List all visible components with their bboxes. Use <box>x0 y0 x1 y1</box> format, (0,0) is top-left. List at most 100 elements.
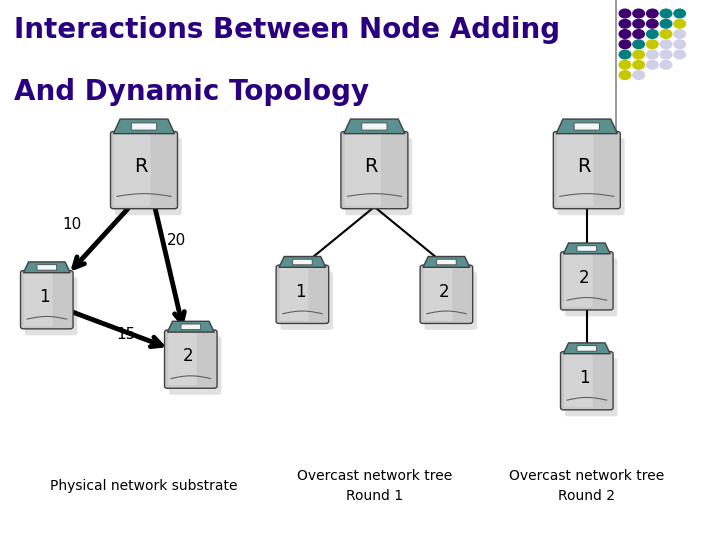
Text: 10: 10 <box>63 217 81 232</box>
FancyBboxPatch shape <box>462 267 469 321</box>
FancyBboxPatch shape <box>606 133 618 206</box>
FancyBboxPatch shape <box>111 131 177 208</box>
Circle shape <box>647 40 658 49</box>
FancyBboxPatch shape <box>563 403 610 408</box>
Circle shape <box>633 71 644 79</box>
FancyBboxPatch shape <box>577 246 597 251</box>
FancyBboxPatch shape <box>115 138 181 215</box>
FancyBboxPatch shape <box>114 201 174 206</box>
FancyBboxPatch shape <box>345 134 381 206</box>
Text: 1: 1 <box>39 288 50 306</box>
FancyBboxPatch shape <box>168 336 222 395</box>
Circle shape <box>674 50 685 59</box>
Circle shape <box>619 40 631 49</box>
FancyBboxPatch shape <box>114 134 150 206</box>
Text: 1: 1 <box>294 282 305 301</box>
Polygon shape <box>563 243 610 254</box>
FancyBboxPatch shape <box>279 317 326 321</box>
Circle shape <box>619 50 631 59</box>
FancyBboxPatch shape <box>565 258 618 316</box>
FancyBboxPatch shape <box>181 324 201 329</box>
FancyBboxPatch shape <box>557 138 624 215</box>
Text: 1: 1 <box>579 369 590 387</box>
FancyBboxPatch shape <box>23 322 71 327</box>
FancyBboxPatch shape <box>168 333 197 386</box>
Circle shape <box>660 60 672 69</box>
FancyBboxPatch shape <box>553 131 621 208</box>
FancyBboxPatch shape <box>560 252 613 310</box>
FancyBboxPatch shape <box>563 303 610 308</box>
Circle shape <box>674 30 685 38</box>
FancyBboxPatch shape <box>557 134 593 206</box>
FancyBboxPatch shape <box>344 201 405 206</box>
Circle shape <box>647 19 658 28</box>
FancyBboxPatch shape <box>423 268 452 321</box>
FancyBboxPatch shape <box>318 267 325 321</box>
FancyBboxPatch shape <box>577 346 597 351</box>
Circle shape <box>633 60 644 69</box>
FancyBboxPatch shape <box>420 265 473 323</box>
Circle shape <box>674 9 685 18</box>
Text: And Dynamic Topology: And Dynamic Topology <box>14 78 369 106</box>
Circle shape <box>674 40 685 49</box>
Text: 2: 2 <box>579 269 590 287</box>
FancyBboxPatch shape <box>281 272 333 330</box>
FancyBboxPatch shape <box>24 277 78 335</box>
FancyBboxPatch shape <box>574 123 600 130</box>
FancyBboxPatch shape <box>163 133 175 206</box>
Text: R: R <box>364 157 378 176</box>
Circle shape <box>633 30 644 38</box>
FancyBboxPatch shape <box>564 254 593 307</box>
FancyBboxPatch shape <box>206 332 215 386</box>
Polygon shape <box>114 119 175 133</box>
Polygon shape <box>556 119 618 133</box>
FancyBboxPatch shape <box>425 272 477 330</box>
Text: 15: 15 <box>117 327 135 342</box>
Circle shape <box>633 9 644 18</box>
Circle shape <box>619 60 631 69</box>
FancyBboxPatch shape <box>602 354 610 408</box>
Circle shape <box>660 9 672 18</box>
Circle shape <box>619 30 631 38</box>
FancyBboxPatch shape <box>436 259 456 265</box>
Text: Overcast network tree
Round 1: Overcast network tree Round 1 <box>297 469 452 503</box>
FancyBboxPatch shape <box>131 123 157 130</box>
Text: R: R <box>577 157 590 176</box>
FancyBboxPatch shape <box>565 358 618 416</box>
FancyBboxPatch shape <box>37 265 57 270</box>
FancyBboxPatch shape <box>24 273 53 326</box>
Text: 2: 2 <box>438 282 449 301</box>
Circle shape <box>619 19 631 28</box>
FancyBboxPatch shape <box>564 354 593 407</box>
FancyBboxPatch shape <box>341 131 408 208</box>
FancyBboxPatch shape <box>560 352 613 410</box>
Circle shape <box>647 50 658 59</box>
Polygon shape <box>423 256 469 267</box>
Circle shape <box>660 30 672 38</box>
Circle shape <box>647 30 658 38</box>
Circle shape <box>674 19 685 28</box>
Polygon shape <box>279 256 325 267</box>
Text: Interactions Between Node Adding: Interactions Between Node Adding <box>14 16 561 44</box>
FancyBboxPatch shape <box>602 254 610 308</box>
Circle shape <box>660 19 672 28</box>
FancyBboxPatch shape <box>394 133 405 206</box>
Circle shape <box>660 40 672 49</box>
Polygon shape <box>167 321 215 332</box>
Circle shape <box>633 50 644 59</box>
Polygon shape <box>344 119 405 133</box>
Circle shape <box>619 9 631 18</box>
FancyBboxPatch shape <box>62 273 71 327</box>
FancyBboxPatch shape <box>346 138 412 215</box>
Text: R: R <box>134 157 148 176</box>
Text: 2: 2 <box>183 347 194 366</box>
FancyBboxPatch shape <box>165 330 217 388</box>
Polygon shape <box>563 343 610 354</box>
FancyBboxPatch shape <box>556 201 618 206</box>
Text: 20: 20 <box>167 233 186 248</box>
Polygon shape <box>23 262 71 273</box>
Circle shape <box>633 40 644 49</box>
Text: Overcast network tree
Round 2: Overcast network tree Round 2 <box>509 469 665 503</box>
FancyBboxPatch shape <box>167 382 215 386</box>
Circle shape <box>619 71 631 79</box>
